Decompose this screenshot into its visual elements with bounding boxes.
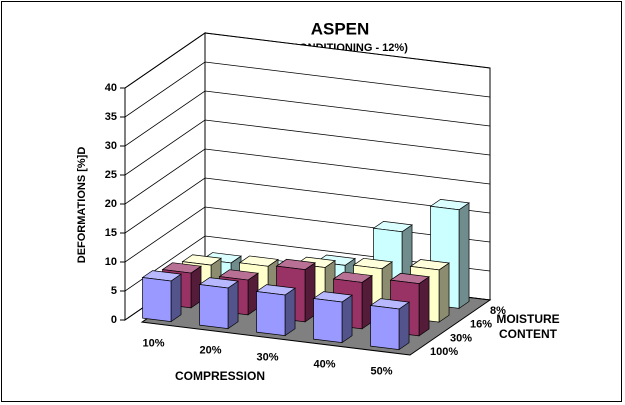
bar-side — [227, 280, 239, 330]
grid-line — [124, 177, 491, 234]
y-tick-label: 15 — [105, 227, 117, 239]
x-axis-title: COMPRESSION — [175, 369, 265, 383]
y-tick-label: 30 — [105, 140, 117, 152]
y-tick-label: 10 — [105, 256, 117, 268]
bar — [369, 298, 410, 351]
z-tick-label: 30% — [450, 332, 472, 344]
bar-side — [398, 301, 410, 351]
bar — [312, 291, 353, 344]
chart-title: ASPEN — [311, 19, 370, 38]
y-tick-label: 40 — [105, 82, 117, 94]
grid-line — [124, 148, 491, 205]
y-tick-label: 5 — [111, 285, 117, 297]
y-tick-label: 25 — [105, 169, 117, 181]
grid-line — [124, 90, 491, 147]
bar-front — [199, 284, 229, 329]
x-tick-label: 20% — [199, 344, 221, 356]
bar-side — [341, 294, 353, 344]
bar-front — [142, 277, 172, 322]
x-tick-label: 50% — [370, 365, 392, 377]
bar-side — [170, 273, 182, 323]
x-tick-label: 30% — [256, 351, 278, 363]
bar — [255, 284, 296, 337]
z-axis-title: MOISTURE CONTENT — [496, 312, 560, 341]
bar-front — [256, 291, 286, 336]
bar-side — [458, 202, 470, 310]
y-tick-label: 0 — [111, 314, 117, 326]
grid-line — [124, 32, 491, 89]
bar — [198, 277, 239, 330]
x-tick-label: 40% — [313, 358, 335, 370]
y-tick-label: 35 — [105, 111, 117, 123]
bar-front — [370, 305, 400, 350]
grid-line — [124, 119, 491, 176]
z-tick-label: 100% — [430, 346, 458, 358]
y-tick-label: 20 — [105, 198, 117, 210]
bar-front — [313, 298, 343, 343]
grid-line — [124, 61, 491, 118]
z-tick-label: 8% — [490, 305, 506, 317]
y-axis-title: DEFORMATIONS [%]D — [76, 147, 88, 264]
bar-side — [438, 262, 450, 323]
bar-side — [418, 276, 430, 337]
z-tick-label: 16% — [470, 319, 492, 331]
bar-side — [284, 287, 296, 337]
bar — [141, 270, 182, 323]
x-tick-label: 10% — [142, 337, 164, 349]
